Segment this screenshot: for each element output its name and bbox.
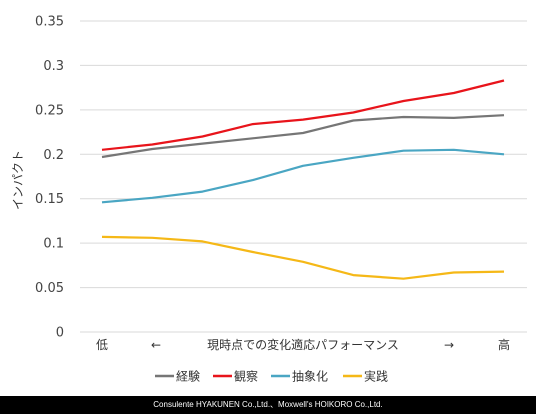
x-label-high: 高 bbox=[498, 337, 510, 352]
series-line-抽象化 bbox=[101, 148, 505, 204]
y-tick-label: 0.1 bbox=[43, 237, 64, 252]
gridlines bbox=[80, 20, 527, 333]
y-axis-ticks: 0 0.05 0.1 0.15 0.2 0.25 0.3 0.35 bbox=[35, 15, 64, 341]
series-line-経験 bbox=[101, 114, 505, 159]
y-tick-label: 0.05 bbox=[35, 281, 64, 296]
x-axis-labels: 低 ← 現時点での変化適応パフォーマンス → 高 bbox=[96, 337, 510, 352]
y-tick-label: 0 bbox=[56, 326, 64, 341]
legend-label: 観察 bbox=[234, 370, 258, 384]
series-lines bbox=[101, 79, 505, 280]
line-chart: 0 0.05 0.1 0.15 0.2 0.25 0.3 0.35 インパクト 低 ← 現時点… bbox=[11, 15, 527, 384]
y-tick-label: 0.3 bbox=[43, 59, 64, 74]
legend-label: 実践 bbox=[364, 369, 388, 384]
x-label-left-arrow: ← bbox=[151, 338, 161, 352]
series-line-実践 bbox=[101, 235, 505, 280]
y-tick-label: 0.35 bbox=[35, 15, 64, 30]
legend-label: 経験 bbox=[176, 369, 200, 384]
y-axis-label: インパクト bbox=[11, 150, 25, 210]
y-tick-label: 0.15 bbox=[35, 192, 64, 207]
footer-copyright: Consulente HYAKUNEN Co.,Ltd.、Moxwell's H… bbox=[0, 396, 536, 414]
y-tick-label: 0.2 bbox=[43, 148, 64, 163]
y-tick-label: 0.25 bbox=[35, 103, 64, 118]
legend-label: 抽象化 bbox=[292, 370, 328, 384]
x-label-low: 低 bbox=[96, 338, 108, 352]
legend: 経験 観察 抽象化 実践 bbox=[155, 369, 388, 384]
series-line-観察 bbox=[101, 79, 505, 151]
x-label-performance: 現時点での変化適応パフォーマンス bbox=[207, 337, 399, 352]
x-label-right-arrow: → bbox=[444, 338, 454, 352]
